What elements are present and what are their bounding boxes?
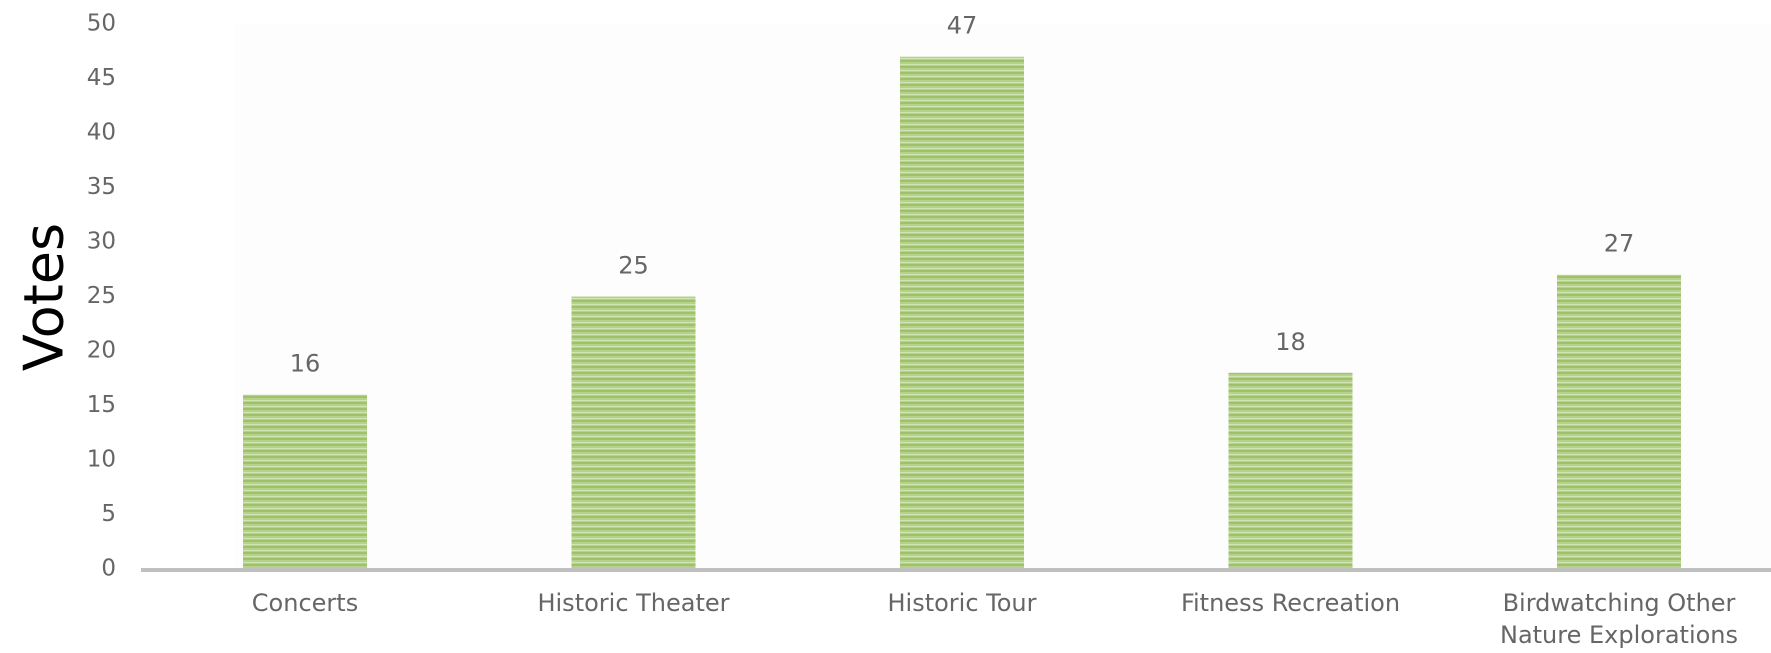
y-tick-label: 45	[87, 65, 116, 91]
y-tick-label: 5	[101, 501, 116, 527]
data-label: 16	[290, 350, 321, 378]
y-tick-label: 35	[87, 174, 116, 200]
bar	[243, 394, 367, 569]
y-tick-label: 40	[87, 120, 116, 146]
x-tick-label: Historic Tour	[887, 589, 1036, 617]
y-tick-label: 10	[87, 447, 116, 473]
data-label: 27	[1604, 230, 1635, 258]
data-label: 47	[947, 12, 978, 40]
bar	[900, 56, 1024, 569]
bar	[1228, 372, 1353, 569]
data-label: 25	[618, 252, 649, 280]
bar	[1557, 274, 1681, 569]
y-tick-label: 20	[87, 338, 116, 364]
x-tick-label: Fitness Recreation	[1181, 589, 1400, 617]
y-tick-label: 25	[87, 283, 116, 309]
y-axis-label: Votes	[13, 223, 76, 371]
y-tick-label: 15	[87, 392, 116, 418]
x-tick-label: Concerts	[252, 589, 358, 617]
x-tick-label: Birdwatching Other Nature Explorations	[1500, 589, 1738, 649]
y-tick-label: 30	[87, 229, 116, 255]
bar	[571, 296, 696, 569]
y-tick-label: 50	[87, 11, 116, 37]
y-tick-label: 0	[101, 556, 116, 582]
data-label: 18	[1275, 328, 1306, 356]
x-tick-label: Historic Theater	[537, 589, 729, 617]
